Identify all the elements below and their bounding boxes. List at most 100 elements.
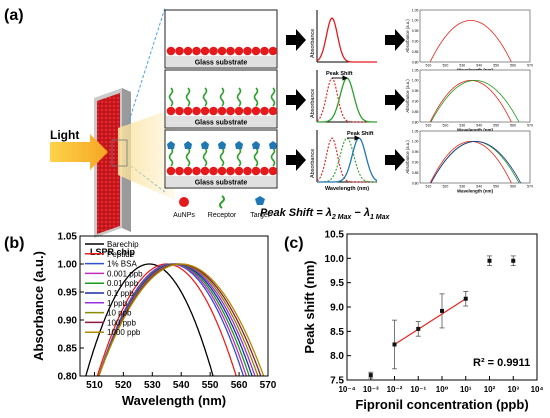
receptor — [219, 147, 225, 167]
data-point — [392, 342, 397, 347]
aunp — [209, 106, 218, 116]
mini-xtick: 570 — [527, 124, 533, 128]
fit-line — [394, 298, 467, 345]
legend-label: 10 ppb — [107, 309, 132, 318]
xtick-label: 10⁻¹ — [410, 385, 426, 394]
aunp — [217, 106, 227, 116]
aunp — [175, 46, 184, 56]
mini-ytick: 0.80 — [412, 181, 419, 185]
target — [252, 141, 260, 149]
xtick-label: 10⁻² — [387, 385, 403, 394]
xtick-label: 570 — [260, 380, 277, 391]
ytick-label: 9.0 — [330, 303, 344, 314]
aunp — [192, 166, 201, 176]
xtick-label: 10³ — [507, 385, 519, 394]
ytick-label: 10.5 — [325, 230, 345, 241]
aunp — [251, 46, 261, 56]
red-peak-ref — [316, 137, 377, 183]
mini-ylabel: Absorbance (a.u.) — [405, 19, 410, 53]
mini-xtick: 520 — [442, 64, 448, 68]
xtick-label: 560 — [231, 380, 248, 391]
mini-ytick: 0.90 — [412, 40, 419, 44]
mini-frame — [419, 130, 531, 184]
aunp-legend-icon — [179, 197, 189, 207]
data-point — [487, 258, 492, 263]
arrow-to-spectrum-1 — [385, 29, 405, 51]
mini-xtick: 570 — [527, 185, 533, 189]
mini-xtick: 540 — [476, 185, 482, 189]
absorbance-sketch-3: Absorbance Peak Shift Wavelength (nm) — [310, 130, 378, 192]
mini-ytick: 1.05 — [412, 68, 419, 72]
absorbance-sketch-2: Absorbance Peak Shift — [310, 70, 377, 123]
aunp — [166, 166, 176, 176]
aunp — [226, 166, 235, 176]
substrate-label: Glass substrate — [195, 120, 248, 127]
xtick-label: 10⁴ — [531, 385, 544, 394]
aunp — [268, 46, 278, 56]
receptor — [253, 147, 259, 167]
mini-xtick: 530 — [459, 185, 465, 189]
ytick-label: 0.95 — [58, 288, 78, 299]
aunp — [192, 46, 201, 56]
peak-shift-label: Peak Shift — [347, 131, 374, 137]
ytick-label: 1.00 — [58, 260, 78, 271]
ytick-label: 0.80 — [58, 372, 78, 383]
ytick-label: 10.0 — [325, 254, 345, 265]
target — [167, 141, 175, 149]
legend-label: 0.1 ppb — [107, 289, 134, 298]
xtick-label: 10² — [484, 385, 496, 394]
data-point — [511, 258, 516, 263]
mini-ytick: 0.95 — [412, 29, 419, 33]
aunp — [175, 166, 184, 176]
receptor — [270, 87, 276, 107]
aunp — [200, 106, 210, 116]
sketch-ylabel: Absorbance — [310, 149, 316, 178]
aunp — [234, 106, 244, 116]
aunp — [243, 106, 252, 116]
mini-xtick: 550 — [493, 64, 499, 68]
arrow-to-sketch-3 — [286, 149, 306, 171]
red-peak — [316, 17, 377, 63]
aunp — [200, 46, 210, 56]
ytick-label: 9.5 — [330, 278, 344, 289]
aunp — [243, 46, 252, 56]
arrow-to-spectrum-3 — [385, 149, 405, 171]
aunp — [268, 166, 278, 176]
chip-zoom-box — [111, 139, 128, 167]
mini-xlabel: Wavelength (nm) — [457, 128, 494, 133]
mini-ytick: 1.05 — [412, 129, 419, 133]
mini-ylabel: Absorbance (a.u.) — [405, 140, 410, 174]
layer-box-2: Glass substrate — [164, 69, 278, 129]
legend-aunps: AuNPs — [173, 212, 195, 219]
aunp — [175, 106, 184, 116]
legend-label: 1000 ppb — [107, 328, 141, 337]
chart-absorbance: 0.80 0.85 0.90 0.95 1.00 1.05 510 520 530 540 550 5… — [31, 232, 277, 409]
aunp — [183, 106, 193, 116]
mini-ytick: 0.85 — [412, 171, 419, 175]
receptor — [185, 147, 191, 167]
red-peak-ref — [316, 77, 377, 123]
substrate-label: Glass substrate — [195, 180, 248, 187]
xtick-label: 550 — [202, 380, 219, 391]
mini-xtick: 530 — [459, 64, 465, 68]
target — [184, 141, 192, 149]
arrow-to-sketch-2 — [286, 89, 306, 111]
legend-label: 0.01 ppb — [107, 279, 139, 288]
mini-xtick: 510 — [426, 185, 432, 189]
target — [201, 141, 209, 149]
legend-label: 1% BSA — [107, 260, 137, 269]
glass-substrate — [166, 116, 276, 127]
chart-peak-shift: 7.5 8.0 8.5 9.0 9.5 10.0 10.5 10⁻⁴ 10⁻³ 10⁻² 10⁻¹ 1… — [302, 230, 543, 413]
receptor — [168, 87, 174, 107]
legend-target: Target — [250, 212, 270, 219]
y-axis-label: Peak shift (nm) — [302, 260, 317, 353]
schematic-legend: AuNPs Receptor Target — [173, 195, 270, 219]
mini-frame — [419, 69, 531, 123]
legend-receptor: Receptor — [208, 212, 237, 219]
mini-xtick: 520 — [442, 124, 448, 128]
data-point — [416, 326, 421, 331]
light-arrow — [50, 134, 108, 170]
xtick-label: 10⁻⁴ — [338, 385, 355, 394]
ytick-label: 8.0 — [330, 351, 344, 362]
